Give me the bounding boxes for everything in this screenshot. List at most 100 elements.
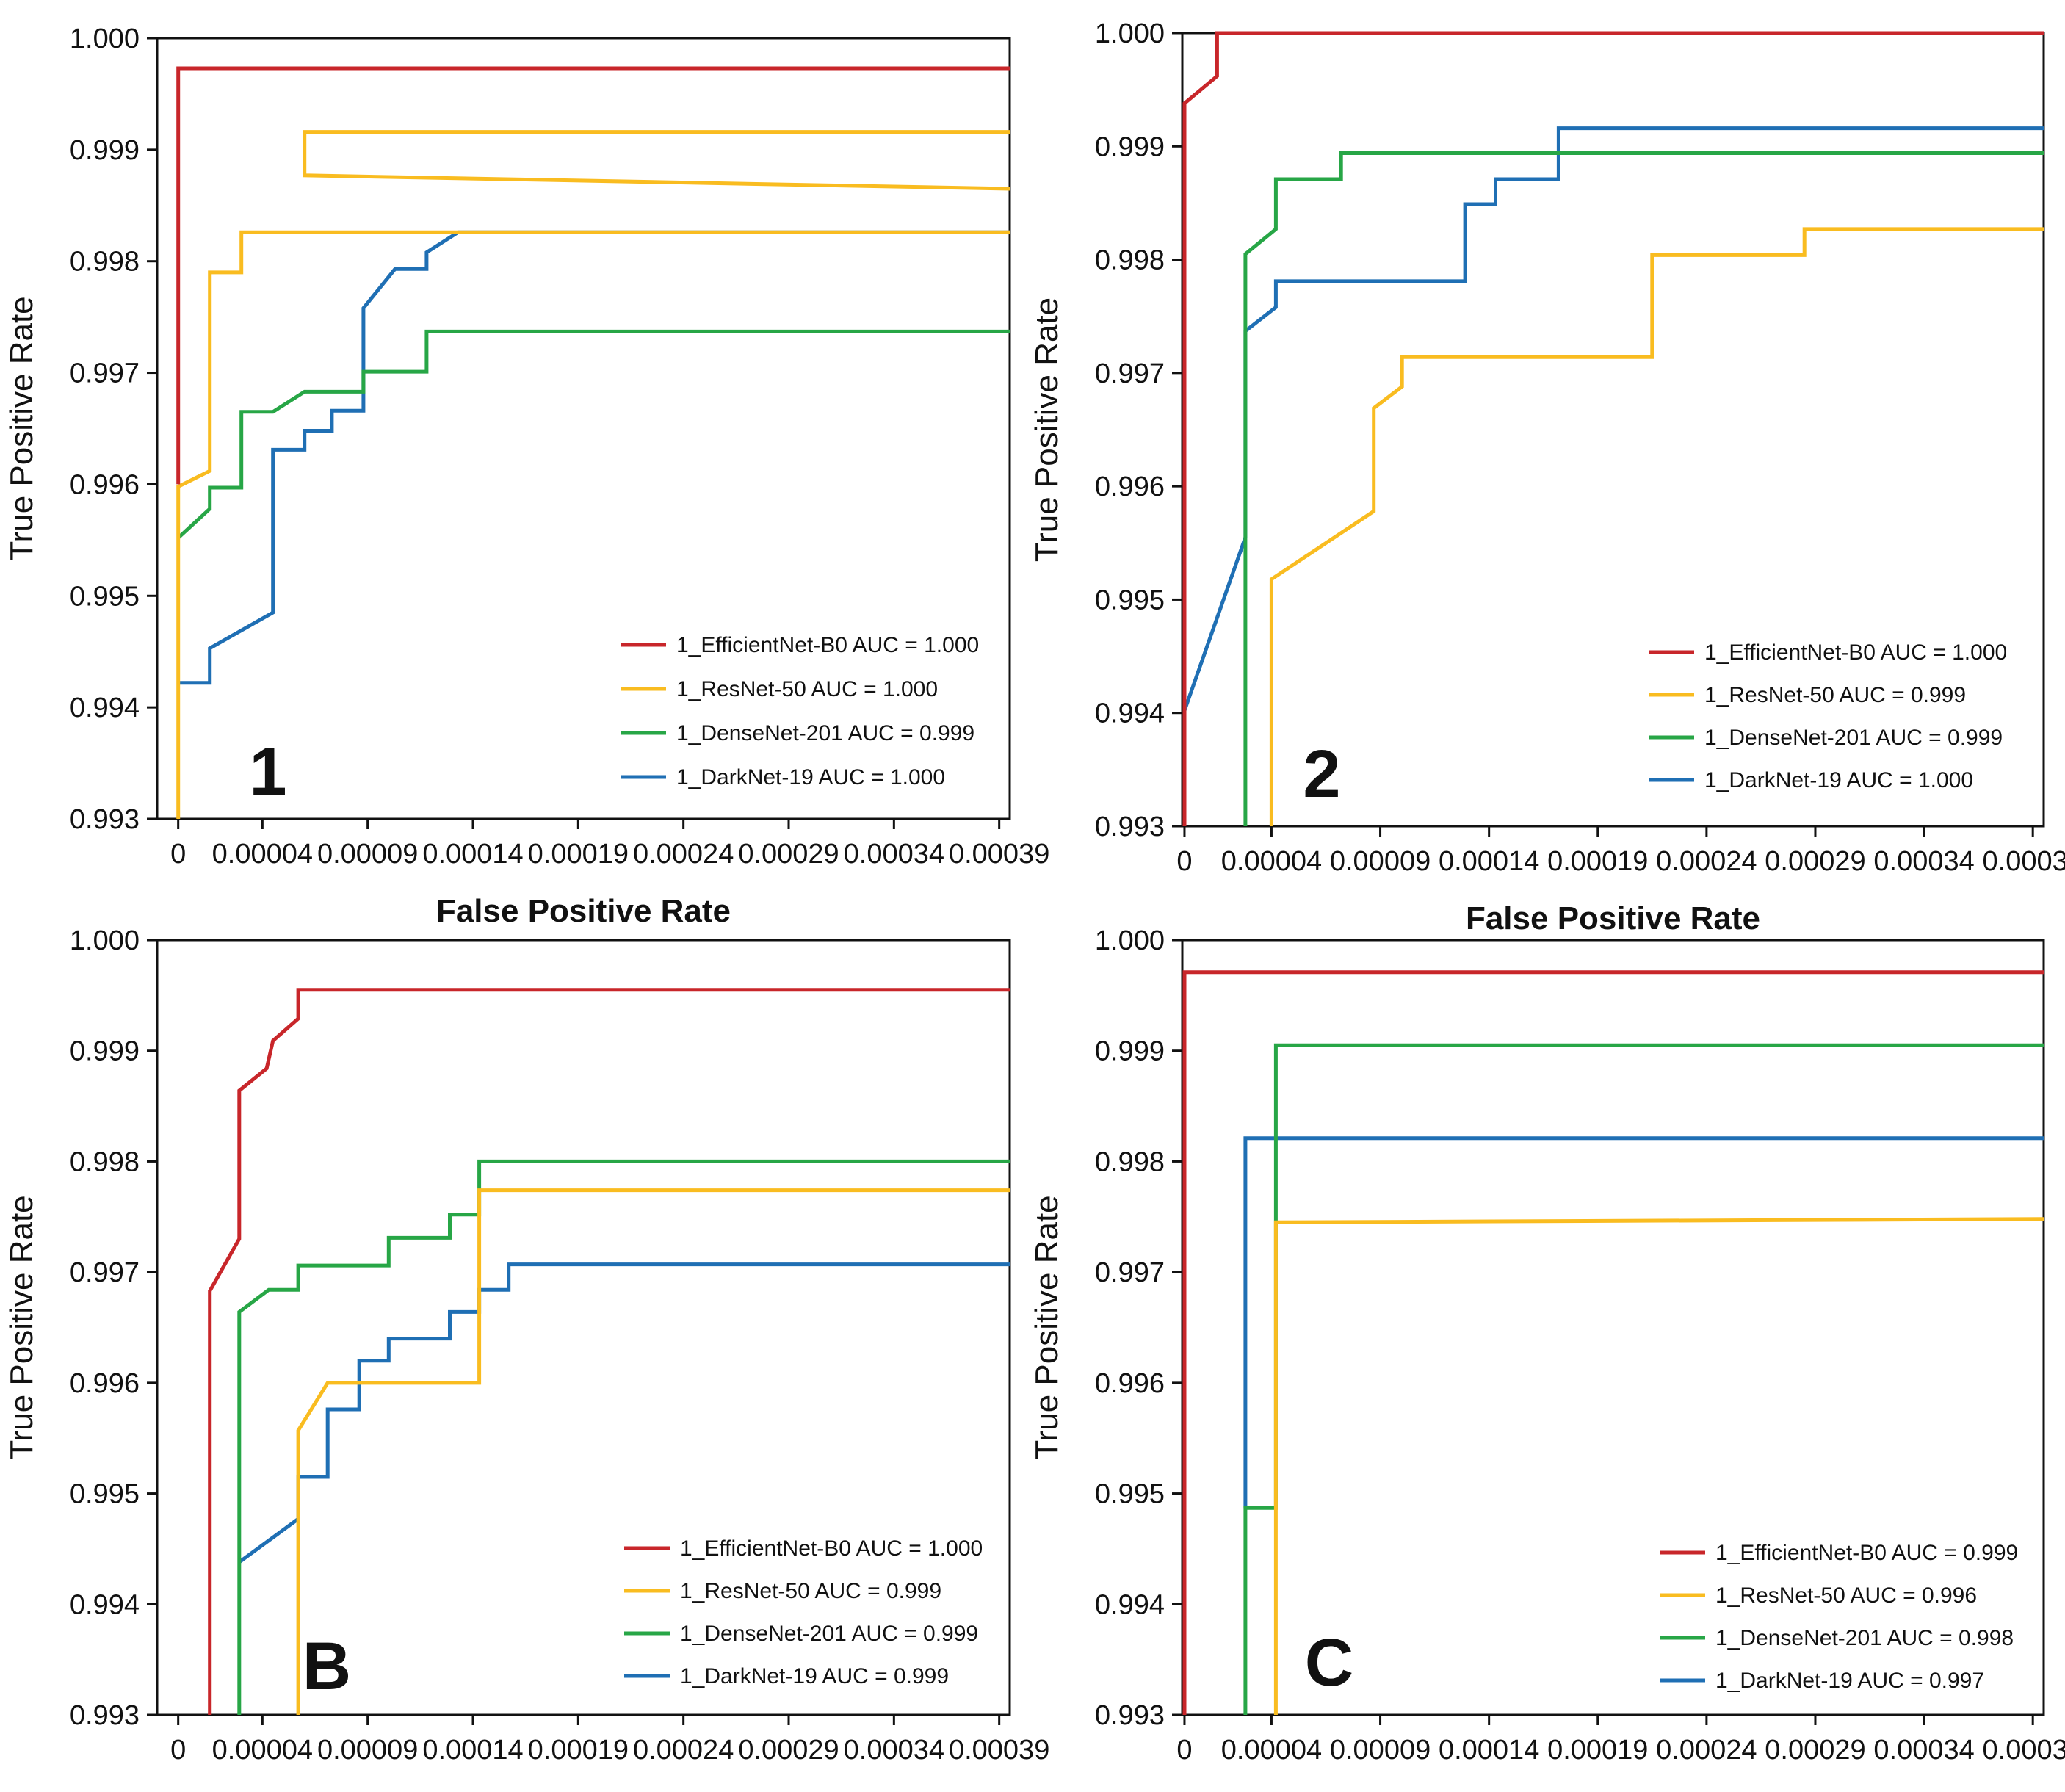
panel-label: B [303,1629,351,1704]
x-tick-label: 0.00034 [844,839,944,870]
legend-entry: 1_EfficientNet-B0 AUC = 1.000 [1704,640,2007,665]
x-tick-label: 0.00024 [1656,1735,1757,1766]
x-axis-title: False Positive Rate [1466,900,1760,936]
y-tick-label: 0.996 [1095,472,1165,502]
x-tick-label: 0.00029 [1765,846,1865,877]
x-tick-label: 0 [170,839,186,870]
series-line-1-efficientnet-b0 [176,66,1010,485]
y-tick-label: 1.000 [70,24,140,54]
plot-frame [156,37,1011,820]
legend-entry: 1_DarkNet-19 AUC = 1.000 [1704,768,1973,792]
legend-entry: 1_DenseNet-201 AUC = 0.999 [680,1622,978,1646]
roc-panel-1: 0 0.00004 0.00009 0.00014 0.00019 0.00024 0.00… [4,24,1049,929]
y-tick-label: 0.993 [70,804,140,835]
legend-entry: 1_DarkNet-19 AUC = 1.000 [676,765,945,790]
series-line-1-resnet-50 [176,130,1010,819]
y-tick-label: 1.000 [70,925,140,956]
x-axis-title: False Positive Rate [436,1789,731,1792]
legend-entry: 1_DenseNet-201 AUC = 0.998 [1715,1626,2014,1650]
roc-panel-B: 0 0.00004 0.00009 0.00014 0.00019 0.00024 0.00… [4,925,1049,1792]
plot-frame [156,939,1011,1716]
series-line-1-efficientnet-b0 [1182,31,2044,826]
y-tick-label: 0.995 [1095,1479,1165,1510]
series-line-1-efficientnet-b0 [1182,970,2044,1715]
y-tick-label: 0.993 [1095,1700,1165,1731]
x-tick-label: 0.00009 [1330,846,1431,877]
panel-label: 1 [249,734,286,809]
panel-label: C [1305,1625,1353,1700]
x-tick-label: 0.00034 [1873,1735,1974,1766]
x-tick-label: 0 [1176,1735,1192,1766]
x-tick-label: 0.00014 [1439,846,1539,877]
x-tick-label: 0.00029 [738,1735,839,1766]
x-tick-label: 0.00039 [949,839,1049,870]
x-tick-label: 0.00014 [422,1735,523,1766]
y-tick-label: 1.000 [1095,925,1165,956]
plot-frame [1181,939,2045,1716]
legend-entry: 1_EfficientNet-B0 AUC = 0.999 [1715,1541,2018,1565]
y-tick-label: 0.993 [70,1700,140,1731]
x-tick-label: 0.00004 [1221,846,1322,877]
x-tick-label: 0.00029 [1765,1735,1865,1766]
x-tick-label: 0.00034 [1873,846,1974,877]
y-tick-label: 0.999 [70,135,140,166]
y-tick-label: 0.999 [70,1036,140,1067]
legend-entry: 1_EfficientNet-B0 AUC = 1.000 [676,633,979,657]
x-tick-label: 0.00004 [212,1735,313,1766]
y-tick-label: 1.000 [1095,18,1165,49]
legend-entry: 1_ResNet-50 AUC = 1.000 [676,677,938,701]
series-line-1-resnet-50 [1269,227,2044,826]
x-tick-label: 0.00019 [1547,1735,1648,1766]
y-tick-label: 0.994 [1095,698,1165,729]
x-tick-label: 0.00029 [738,839,839,870]
x-tick-label: 0.00009 [1330,1735,1431,1766]
x-tick-label: 0.00039 [1983,846,2065,877]
roc-panel-C: 0 0.00004 0.00009 0.00014 0.00019 0.00024 0.00… [1029,925,2065,1792]
legend-entry: 1_DarkNet-19 AUC = 0.997 [1715,1669,1984,1693]
y-tick-label: 0.995 [70,581,140,612]
y-tick-label: 0.997 [1095,358,1165,389]
x-tick-label: 0.00009 [317,1735,418,1766]
y-tick-label: 0.993 [1095,812,1165,842]
y-tick-label: 0.998 [70,247,140,278]
series-line-1-darknet-19 [238,1262,1010,1564]
x-tick-label: 0.00024 [633,839,734,870]
y-tick-label: 0.995 [70,1479,140,1510]
x-tick-label: 0.00019 [528,1735,629,1766]
series-line-1-resnet-50 [296,1188,1010,1715]
panel-label: 2 [1303,737,1340,812]
x-tick-label: 0.00024 [633,1735,734,1766]
y-tick-label: 0.995 [1095,585,1165,615]
series-line-1-densenet-201 [1243,1043,2044,1715]
series-line-1-resnet-50 [1273,1217,2044,1715]
y-tick-label: 0.997 [70,358,140,389]
y-tick-label: 0.998 [1095,1146,1165,1177]
y-axis-title: True Positive Rate [4,296,40,560]
y-tick-label: 0.996 [70,1368,140,1399]
x-tick-label: 0.00014 [422,839,523,870]
x-tick-label: 0.00024 [1656,846,1757,877]
series-line-1-efficientnet-b0 [208,988,1010,1715]
legend-entry: 1_ResNet-50 AUC = 0.996 [1715,1583,1977,1608]
y-axis-title: True Positive Rate [1029,297,1065,562]
x-tick-label: 0.00034 [844,1735,944,1766]
x-tick-label: 0.00019 [1547,846,1648,877]
legend-entry: 1_EfficientNet-B0 AUC = 1.000 [680,1536,983,1561]
x-tick-label: 0.00039 [949,1735,1049,1766]
series-line-1-darknet-19 [1182,126,2044,712]
series-line-1-densenet-201 [1243,151,2044,826]
x-tick-label: 0.00019 [528,839,629,870]
x-axis-title: False Positive Rate [1466,1789,1760,1792]
x-tick-label: 0 [1176,846,1192,877]
x-axis-title: False Positive Rate [436,893,731,929]
x-tick-label: 0.00014 [1439,1735,1539,1766]
x-tick-label: 0.00009 [317,839,418,870]
y-tick-label: 0.996 [1095,1368,1165,1399]
y-tick-label: 0.998 [1095,245,1165,276]
legend-entry: 1_ResNet-50 AUC = 0.999 [1704,683,1966,707]
y-tick-label: 0.999 [1095,131,1165,162]
x-tick-label: 0.00039 [1983,1735,2065,1766]
y-tick-label: 0.997 [70,1257,140,1288]
legend-entry: 1_DarkNet-19 AUC = 0.999 [680,1664,949,1688]
y-tick-label: 0.997 [1095,1257,1165,1288]
